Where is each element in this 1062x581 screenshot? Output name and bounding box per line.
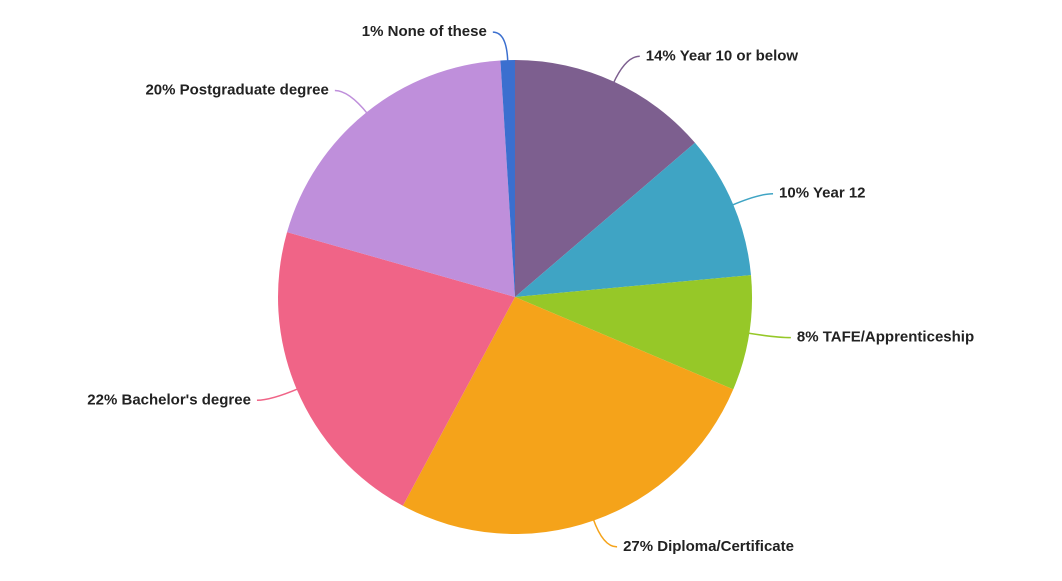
leader-line [612, 55, 640, 84]
leader-line [747, 332, 791, 339]
slice-value-label: 14% [646, 47, 676, 64]
slice-category-label: Bachelor's degree [121, 391, 250, 408]
slice-category-label: Postgraduate degree [180, 82, 329, 99]
slice-category-label: None of these [388, 23, 487, 40]
pie-slice [402, 297, 734, 534]
slice-value-label: 22% [87, 391, 117, 408]
slice-label: 14% Year 10 or below [646, 47, 799, 64]
pie-slice [287, 60, 515, 298]
slice-label: 20% Postgraduate degree [145, 82, 328, 99]
pie-slice [515, 142, 751, 297]
slice-label: 10% Year 12 [779, 185, 866, 202]
slice-value-label: 10% [779, 185, 809, 202]
slice-label: 1% None of these [362, 23, 487, 40]
pie-slice [515, 60, 695, 297]
slice-value-label: 8% [797, 329, 819, 346]
slice-label: 8% TAFE/Apprenticeship [797, 329, 974, 346]
slice-category-label: Year 10 or below [680, 47, 799, 64]
slice-category-label: Year 12 [813, 185, 866, 202]
leader-line [731, 192, 774, 207]
pie-slice [515, 275, 752, 390]
leader-line [334, 89, 369, 115]
slice-value-label: 1% [362, 23, 384, 40]
slice-label: 22% Bachelor's degree [87, 391, 251, 408]
leader-line [592, 518, 618, 548]
leader-line [492, 31, 509, 63]
slice-label: 27% Diploma/Certificate [623, 538, 794, 555]
slice-value-label: 27% [623, 538, 653, 555]
leader-line [256, 387, 299, 402]
slice-category-label: TAFE/Apprenticeship [823, 329, 974, 346]
slice-category-label: Diploma/Certificate [657, 538, 794, 555]
slice-value-label: 20% [145, 82, 175, 99]
pie-slice [277, 232, 515, 506]
pie-slice [500, 60, 515, 297]
